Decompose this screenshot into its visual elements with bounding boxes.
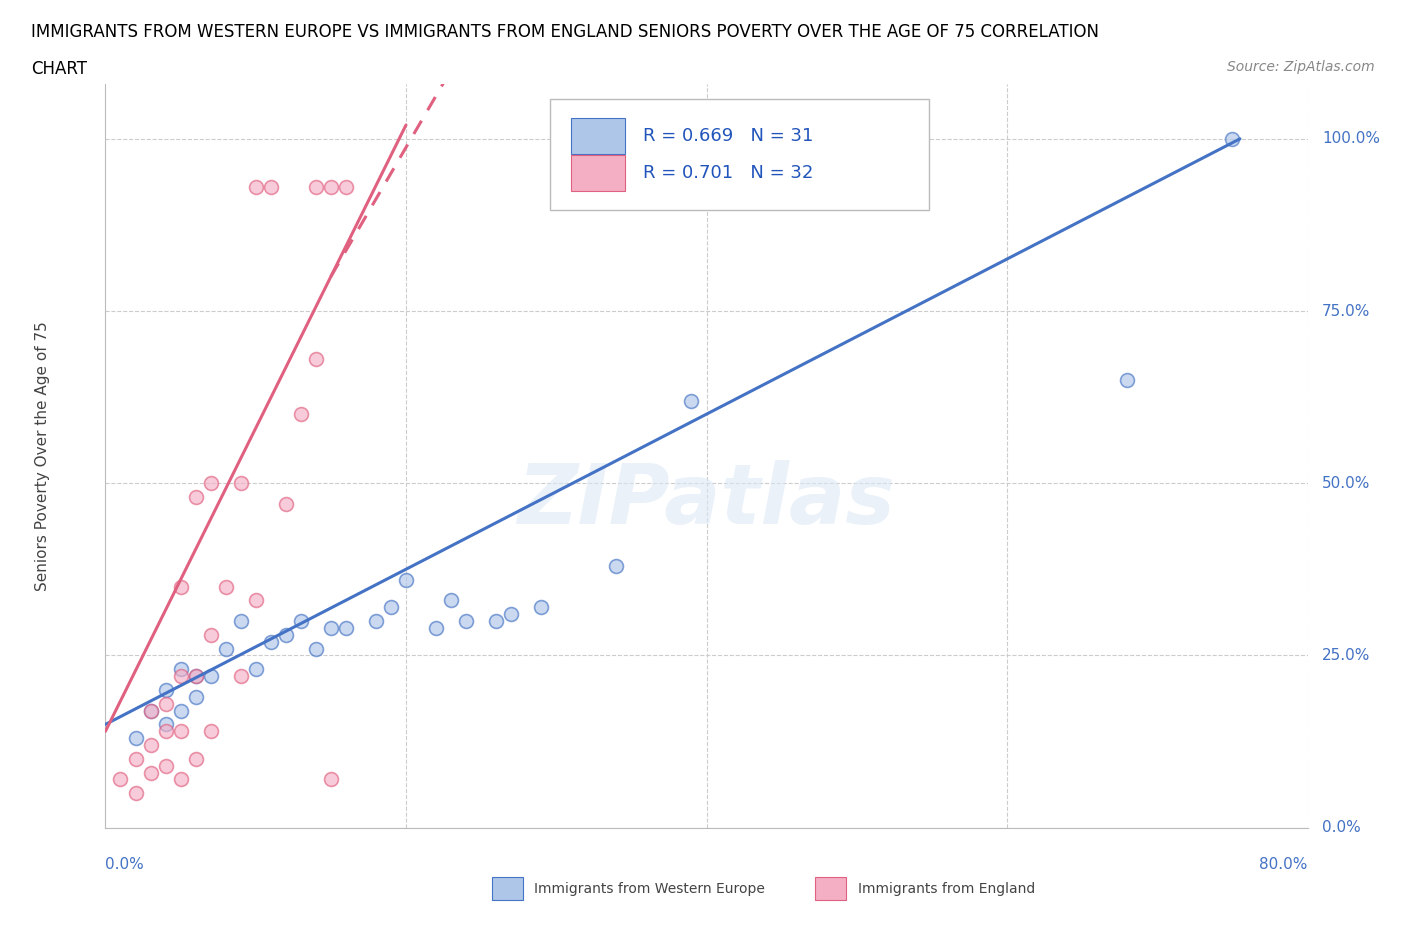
Point (200, 476, 222, 491)
Point (245, 662, 267, 677)
Point (274, 497, 297, 512)
Text: R = 0.701   N = 32: R = 0.701 N = 32 (643, 164, 813, 182)
Point (155, 724, 177, 738)
Point (530, 600, 553, 615)
Text: Seniors Poverty Over the Age of 75: Seniors Poverty Over the Age of 75 (35, 321, 51, 591)
Point (200, 724, 222, 738)
Text: 25.0%: 25.0% (1322, 648, 1371, 663)
Text: 80.0%: 80.0% (1260, 857, 1308, 872)
Point (214, 641, 236, 656)
Point (305, 352, 328, 366)
Point (229, 614, 252, 629)
Text: 0.0%: 0.0% (105, 857, 145, 872)
Point (395, 572, 418, 587)
Point (200, 628, 222, 643)
Point (605, 559, 627, 574)
Point (124, 786, 146, 801)
Text: ZIPatlas: ZIPatlas (517, 459, 896, 541)
Point (155, 717, 177, 732)
Point (139, 765, 162, 780)
Point (184, 669, 207, 684)
Point (139, 703, 162, 718)
Bar (571, 118, 624, 153)
Point (184, 689, 207, 704)
Text: Immigrants from England: Immigrants from England (858, 882, 1035, 896)
Text: Immigrants from Western Europe: Immigrants from Western Europe (534, 882, 765, 896)
Point (229, 669, 252, 684)
Point (124, 751, 146, 766)
Point (501, 606, 523, 621)
Bar (571, 155, 624, 191)
Point (319, 772, 342, 787)
Point (200, 669, 222, 684)
FancyBboxPatch shape (550, 99, 929, 210)
Point (155, 758, 177, 773)
Point (155, 683, 177, 698)
Point (425, 620, 447, 635)
Point (169, 703, 191, 718)
Text: Source: ZipAtlas.com: Source: ZipAtlas.com (1227, 60, 1375, 74)
Point (260, 634, 283, 649)
Point (454, 614, 477, 629)
Point (169, 772, 191, 787)
Point (290, 614, 312, 629)
Point (155, 697, 177, 711)
Point (380, 600, 402, 615)
Point (305, 179, 328, 194)
Point (184, 669, 207, 684)
Point (139, 703, 162, 718)
Point (335, 179, 357, 194)
Text: IMMIGRANTS FROM WESTERN EUROPE VS IMMIGRANTS FROM ENGLAND SENIORS POVERTY OVER T: IMMIGRANTS FROM WESTERN EUROPE VS IMMIGR… (31, 23, 1099, 41)
Point (290, 407, 312, 422)
Point (319, 179, 342, 194)
Point (229, 476, 252, 491)
Point (335, 620, 357, 635)
Point (184, 489, 207, 504)
Point (245, 593, 267, 608)
Text: 75.0%: 75.0% (1322, 303, 1371, 319)
Point (319, 620, 342, 635)
Text: CHART: CHART (31, 60, 87, 78)
Point (169, 662, 191, 677)
Point (245, 179, 267, 194)
Point (184, 751, 207, 766)
Point (260, 179, 283, 194)
Point (139, 737, 162, 752)
Text: 100.0%: 100.0% (1322, 131, 1381, 146)
Point (110, 772, 132, 787)
Point (169, 724, 191, 738)
Point (1116, 373, 1139, 388)
Point (124, 731, 146, 746)
Point (169, 669, 191, 684)
Text: 50.0%: 50.0% (1322, 476, 1371, 491)
Point (364, 614, 387, 629)
Point (1222, 131, 1244, 146)
Point (681, 393, 703, 408)
Text: R = 0.669   N = 31: R = 0.669 N = 31 (643, 126, 813, 145)
Point (305, 641, 328, 656)
Point (440, 593, 463, 608)
Point (274, 628, 297, 643)
Text: 0.0%: 0.0% (1322, 820, 1361, 835)
Point (169, 579, 191, 594)
Point (214, 579, 236, 594)
Point (485, 614, 508, 629)
